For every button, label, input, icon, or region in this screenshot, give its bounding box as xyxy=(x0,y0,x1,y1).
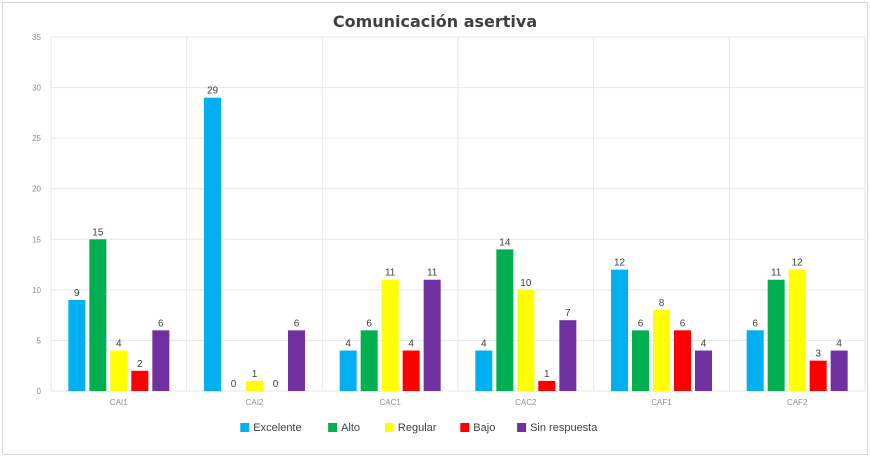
category-label: CAF1 xyxy=(651,398,672,407)
y-tick-label: 5 xyxy=(37,336,42,345)
data-label: 4 xyxy=(408,339,414,350)
data-label: 6 xyxy=(294,318,300,329)
x-axis-categories: CAI1 CAI2 CAC1 CAC2 CAF1 CAF2 xyxy=(110,398,808,407)
data-label: 1 xyxy=(544,369,550,380)
data-label: 4 xyxy=(836,339,842,350)
data-label: 7 xyxy=(565,308,571,319)
data-label: 8 xyxy=(659,298,665,309)
legend-swatch-sin-respuesta xyxy=(517,423,527,432)
bar-CAF2-sin-respuesta xyxy=(830,350,848,391)
data-label: 3 xyxy=(815,349,821,360)
data-label: 6 xyxy=(680,318,686,329)
bar-CAI1-excelente xyxy=(68,299,86,391)
y-tick-label: 10 xyxy=(32,286,41,295)
data-label: 0 xyxy=(231,379,237,390)
bar-CAF2-excelente xyxy=(746,330,764,391)
bar-CAI2-sin-respuesta xyxy=(288,330,305,391)
data-label: 4 xyxy=(701,339,707,350)
data-label: 4 xyxy=(116,339,122,350)
category-label: CAC1 xyxy=(379,398,401,407)
legend-label: Alto xyxy=(341,422,360,434)
bars xyxy=(68,97,848,391)
data-label: 4 xyxy=(345,339,351,350)
bar-CAC2-excelente xyxy=(475,350,493,391)
data-label: 29 xyxy=(207,86,219,97)
data-label: 6 xyxy=(158,318,164,329)
bar-CAI2-excelente xyxy=(204,97,221,391)
y-tick-label: 30 xyxy=(32,84,41,93)
data-label: 9 xyxy=(74,288,80,299)
data-label: 6 xyxy=(752,318,758,329)
legend-label: Bajo xyxy=(473,422,495,434)
data-label: 0 xyxy=(273,379,279,390)
bar-CAI1-regular xyxy=(110,350,128,391)
y-tick-label: 0 xyxy=(37,387,42,396)
bar-CAC2-regular xyxy=(517,289,535,391)
bar-CAF1-bajo xyxy=(674,330,691,391)
category-label: CAI1 xyxy=(110,398,128,407)
data-label: 10 xyxy=(520,278,532,289)
bar-CAF2-bajo xyxy=(809,360,827,391)
data-label: 15 xyxy=(92,227,104,238)
data-label: 12 xyxy=(792,258,804,269)
data-label: 14 xyxy=(499,237,511,248)
data-label: 11 xyxy=(385,268,396,279)
y-tick-label: 35 xyxy=(32,33,41,42)
legend: Excelente Alto Regular Bajo Sin respuesta xyxy=(240,422,598,434)
bar-CAC1-excelente xyxy=(339,350,357,391)
y-tick-label: 15 xyxy=(32,235,41,244)
bar-CAI2-regular xyxy=(246,380,263,391)
data-label: 4 xyxy=(481,339,487,350)
chart-title: Comunicación asertiva xyxy=(333,12,537,31)
category-label: CAC2 xyxy=(515,398,537,407)
bar-CAF1-regular xyxy=(653,310,670,391)
data-label: 11 xyxy=(427,268,438,279)
y-tick-label: 20 xyxy=(32,185,41,194)
bar-CAF1-excelente xyxy=(611,269,628,391)
data-label: 11 xyxy=(771,268,782,279)
data-label: 6 xyxy=(366,318,372,329)
legend-label: Excelente xyxy=(253,422,301,434)
bar-CAI1-sin-respuesta xyxy=(152,330,170,391)
legend-label: Sin respuesta xyxy=(530,422,598,434)
legend-swatch-regular xyxy=(384,423,394,432)
bar-CAC1-regular xyxy=(381,279,399,391)
data-label: 6 xyxy=(638,318,644,329)
gridlines xyxy=(50,36,866,392)
legend-swatch-alto xyxy=(328,423,338,432)
category-label: CAF2 xyxy=(787,398,808,407)
legend-swatch-bajo xyxy=(460,423,470,432)
bar-CAI1-bajo xyxy=(131,370,149,391)
bar-CAI1-alto xyxy=(89,239,107,391)
y-tick-label: 25 xyxy=(32,134,41,143)
legend-label: Regular xyxy=(398,422,437,434)
bar-CAC2-bajo xyxy=(538,380,556,391)
category-label: CAI2 xyxy=(246,398,264,407)
y-axis-ticks: 0 5 10 15 20 25 30 35 xyxy=(32,33,41,396)
bar-CAF2-alto xyxy=(767,279,785,391)
bar-CAC2-alto xyxy=(496,249,514,391)
data-label: 12 xyxy=(614,258,626,269)
bar-CAF1-alto xyxy=(632,330,649,391)
bar-CAC1-sin-respuesta xyxy=(423,279,441,391)
data-label: 2 xyxy=(137,359,143,370)
data-label: 1 xyxy=(252,369,258,380)
bar-CAF2-regular xyxy=(788,269,806,391)
bar-CAC1-alto xyxy=(360,330,378,391)
bar-CAC1-bajo xyxy=(402,350,420,391)
bar-CAF1-sin-respuesta xyxy=(695,350,712,391)
legend-swatch-excelente xyxy=(240,423,250,432)
bar-CAC2-sin-respuesta xyxy=(559,320,577,391)
